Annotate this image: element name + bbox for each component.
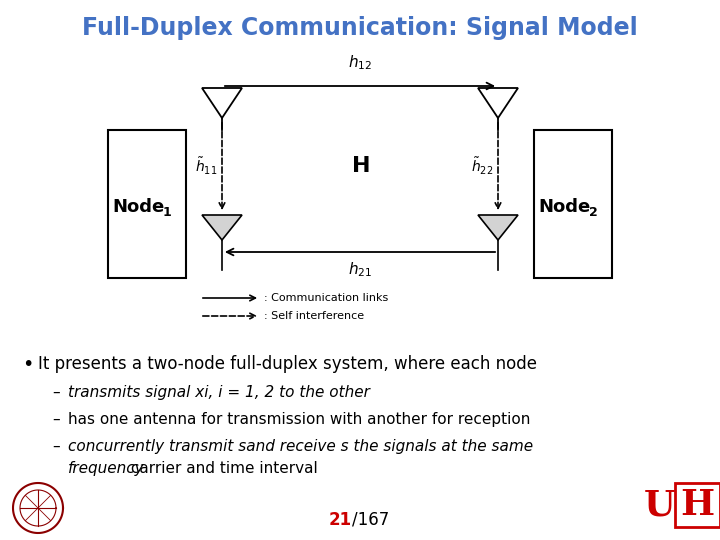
Text: /167: /167 <box>352 511 390 529</box>
Text: : Communication links: : Communication links <box>264 293 388 303</box>
Text: $h_{12}$: $h_{12}$ <box>348 53 372 72</box>
Text: concurrently transmit sand receive s the signals at the same: concurrently transmit sand receive s the… <box>68 439 533 454</box>
Polygon shape <box>202 88 242 118</box>
Text: –: – <box>52 385 60 400</box>
Text: has one antenna for transmission with another for reception: has one antenna for transmission with an… <box>68 412 531 427</box>
Bar <box>108 130 186 278</box>
Text: 1: 1 <box>163 206 171 219</box>
Text: $\tilde{h}_{11}$: $\tilde{h}_{11}$ <box>194 156 217 177</box>
Polygon shape <box>202 215 242 240</box>
Polygon shape <box>478 88 518 118</box>
Polygon shape <box>478 215 518 240</box>
Text: U: U <box>644 488 675 522</box>
Text: –: – <box>52 412 60 427</box>
Text: Full-Duplex Communication: Signal Model: Full-Duplex Communication: Signal Model <box>82 16 638 40</box>
Text: carrier and time interval: carrier and time interval <box>126 461 318 476</box>
Text: $\mathbf{H}$: $\mathbf{H}$ <box>351 157 369 177</box>
Text: –: – <box>52 439 60 454</box>
Text: 2: 2 <box>589 206 598 219</box>
Text: •: • <box>22 355 33 374</box>
Text: It presents a two-node full-duplex system, where each node: It presents a two-node full-duplex syste… <box>38 355 537 373</box>
Text: $\tilde{h}_{22}$: $\tilde{h}_{22}$ <box>471 156 493 177</box>
Text: : Self interference: : Self interference <box>264 311 364 321</box>
Text: 21: 21 <box>329 511 352 529</box>
Text: $h_{21}$: $h_{21}$ <box>348 260 372 279</box>
Text: H: H <box>680 488 714 522</box>
Bar <box>534 130 612 278</box>
Text: Node: Node <box>113 198 165 216</box>
Text: frequency: frequency <box>68 461 145 476</box>
Text: transmits signal xi, i = 1, 2 to the other: transmits signal xi, i = 1, 2 to the oth… <box>68 385 370 400</box>
Text: Node: Node <box>539 198 591 216</box>
